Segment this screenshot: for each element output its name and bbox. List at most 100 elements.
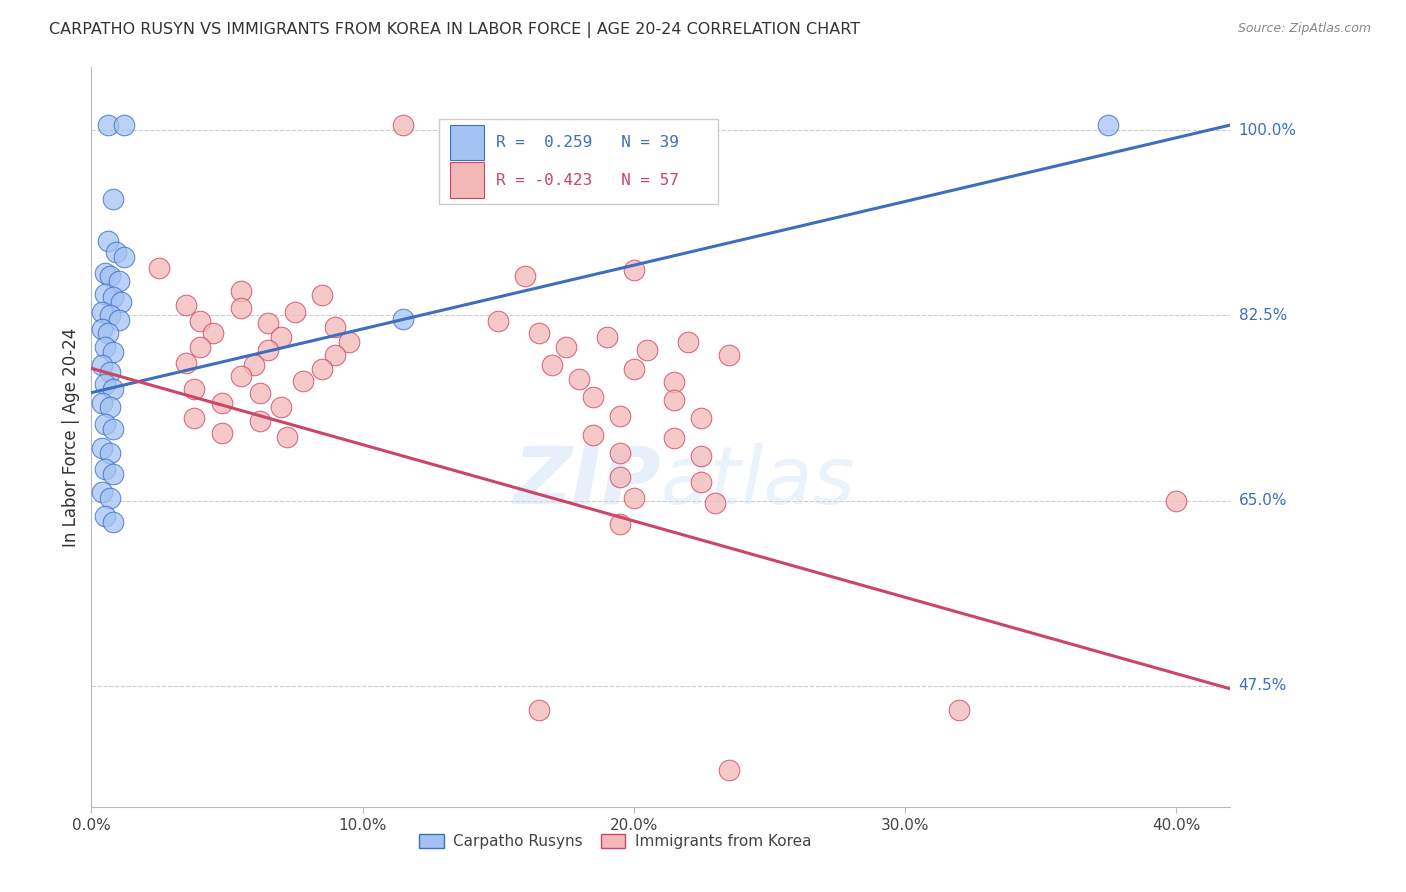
Point: [110, 294, 132, 309]
Point: [101, 290, 124, 304]
Point: [94, 266, 117, 280]
Point: [256, 316, 278, 330]
Point: [1164, 493, 1187, 508]
FancyBboxPatch shape: [439, 119, 718, 204]
Point: [101, 515, 124, 529]
Point: [486, 314, 509, 328]
Text: atlas: atlas: [661, 442, 856, 521]
Point: [148, 260, 170, 275]
Point: [98, 309, 121, 323]
Point: [392, 311, 415, 326]
Point: [623, 263, 645, 277]
Point: [609, 470, 631, 484]
Point: [174, 356, 197, 370]
Point: [188, 340, 211, 354]
Point: [94, 377, 117, 392]
Point: [704, 496, 727, 510]
Point: [690, 475, 713, 489]
FancyBboxPatch shape: [450, 125, 484, 161]
Point: [97, 118, 120, 132]
Point: [527, 326, 550, 341]
Point: [183, 383, 205, 397]
Point: [311, 288, 333, 302]
Point: [202, 326, 225, 341]
Point: [609, 409, 631, 423]
Point: [174, 298, 197, 312]
Point: [98, 364, 121, 378]
Point: [664, 375, 686, 389]
Point: [325, 320, 347, 334]
Point: [183, 411, 205, 425]
Text: 100.0%: 100.0%: [1239, 123, 1296, 138]
Point: [515, 269, 537, 284]
Point: [541, 358, 564, 372]
Point: [229, 301, 252, 315]
Point: [101, 467, 124, 482]
Point: [98, 491, 121, 506]
Legend: Carpatho Rusyns, Immigrants from Korea: Carpatho Rusyns, Immigrants from Korea: [413, 828, 817, 855]
Point: [664, 392, 686, 407]
Point: [690, 411, 713, 425]
Point: [101, 192, 124, 206]
Point: [98, 446, 121, 460]
Point: [249, 385, 271, 400]
Text: R =  0.259   N = 39: R = 0.259 N = 39: [496, 135, 679, 150]
Point: [229, 368, 252, 383]
Point: [717, 763, 740, 777]
Point: [609, 446, 631, 460]
Point: [97, 235, 120, 249]
Point: [211, 425, 233, 440]
Point: [91, 485, 114, 500]
Point: [104, 244, 127, 259]
Text: 82.5%: 82.5%: [1239, 308, 1286, 323]
Text: 47.5%: 47.5%: [1239, 678, 1286, 693]
Point: [98, 269, 121, 284]
Point: [101, 345, 124, 359]
Text: CARPATHO RUSYN VS IMMIGRANTS FROM KOREA IN LABOR FORCE | AGE 20-24 CORRELATION C: CARPATHO RUSYN VS IMMIGRANTS FROM KOREA …: [49, 22, 860, 38]
Point: [568, 372, 591, 386]
Point: [91, 396, 114, 410]
Point: [94, 340, 117, 354]
Point: [337, 334, 360, 349]
Point: [554, 340, 576, 354]
Point: [211, 396, 233, 410]
Point: [101, 422, 124, 436]
Point: [582, 390, 605, 404]
Point: [1097, 118, 1119, 132]
Point: [249, 414, 271, 428]
Point: [107, 274, 129, 288]
Point: [270, 401, 292, 415]
Point: [97, 326, 120, 341]
Y-axis label: In Labor Force | Age 20-24: In Labor Force | Age 20-24: [62, 327, 80, 547]
Point: [325, 348, 347, 362]
Point: [243, 358, 266, 372]
Point: [94, 509, 117, 524]
Text: 65.0%: 65.0%: [1239, 493, 1286, 508]
Point: [98, 401, 121, 415]
Point: [94, 417, 117, 432]
Point: [91, 322, 114, 336]
Text: Source: ZipAtlas.com: Source: ZipAtlas.com: [1237, 22, 1371, 36]
Point: [623, 362, 645, 376]
Point: [91, 305, 114, 319]
Point: [609, 516, 631, 531]
Point: [392, 118, 415, 132]
Point: [664, 431, 686, 445]
Point: [291, 374, 314, 388]
Point: [948, 703, 970, 717]
Point: [690, 449, 713, 463]
Point: [595, 329, 617, 343]
Point: [270, 329, 292, 343]
Point: [311, 362, 333, 376]
FancyBboxPatch shape: [450, 162, 484, 198]
Point: [676, 334, 699, 349]
Point: [107, 312, 129, 326]
Point: [527, 703, 550, 717]
Point: [256, 343, 278, 358]
Point: [94, 287, 117, 301]
Point: [717, 348, 740, 362]
Point: [91, 441, 114, 455]
Point: [276, 430, 298, 444]
Point: [229, 284, 252, 298]
Point: [101, 383, 124, 397]
